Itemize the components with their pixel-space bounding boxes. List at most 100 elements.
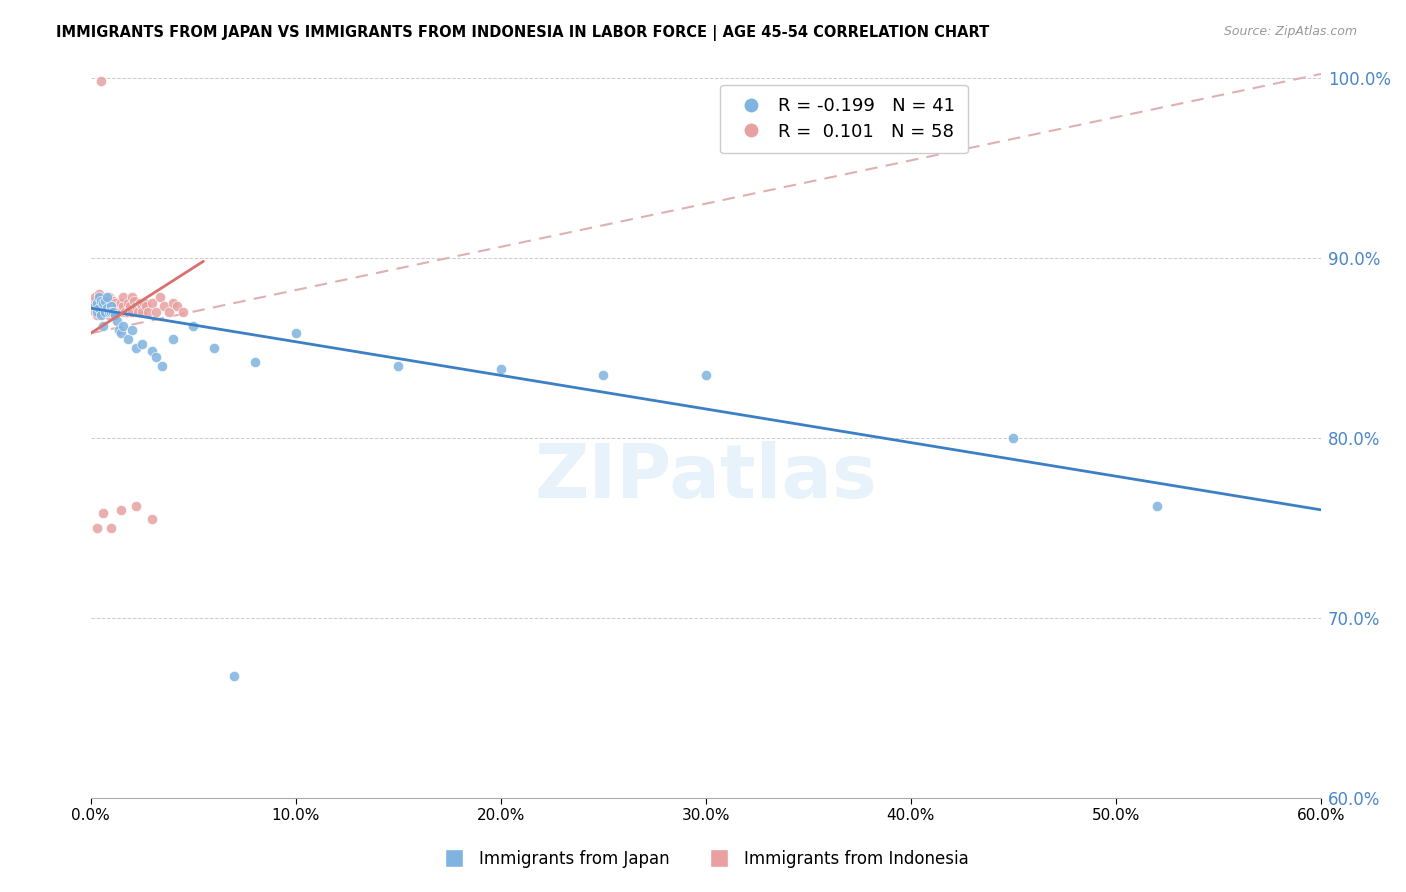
Point <box>86 304 108 318</box>
Point <box>90 308 112 322</box>
Point <box>105 314 128 328</box>
Point <box>87 290 110 304</box>
Point <box>86 308 108 322</box>
Point <box>131 304 153 318</box>
Point <box>149 290 172 304</box>
Point <box>181 319 204 334</box>
Point <box>91 319 114 334</box>
Point <box>387 359 409 373</box>
Point <box>94 293 117 308</box>
Point <box>131 299 153 313</box>
Legend: Immigrants from Japan, Immigrants from Indonesia: Immigrants from Japan, Immigrants from I… <box>430 844 976 875</box>
Point <box>128 295 150 310</box>
Point <box>108 323 131 337</box>
Point <box>114 304 136 318</box>
Point <box>202 341 225 355</box>
Point <box>96 304 118 318</box>
Point <box>96 301 118 315</box>
Point <box>100 299 122 313</box>
Point <box>125 341 148 355</box>
Point <box>145 304 167 318</box>
Text: IMMIGRANTS FROM JAPAN VS IMMIGRANTS FROM INDONESIA IN LABOR FORCE | AGE 45-54 CO: IMMIGRANTS FROM JAPAN VS IMMIGRANTS FROM… <box>56 25 990 41</box>
Point <box>101 293 124 308</box>
Point <box>110 503 132 517</box>
Point <box>136 304 159 318</box>
Point <box>112 290 135 304</box>
Point <box>141 295 163 310</box>
Point <box>284 326 307 341</box>
Point <box>82 295 104 310</box>
Point <box>87 304 110 318</box>
Point <box>141 512 163 526</box>
Text: Source: ZipAtlas.com: Source: ZipAtlas.com <box>1223 25 1357 38</box>
Point <box>100 521 122 535</box>
Point <box>135 299 157 313</box>
Point <box>96 299 118 313</box>
Point <box>112 299 135 313</box>
Point <box>162 295 184 310</box>
Point <box>117 332 139 346</box>
Point <box>91 295 114 310</box>
Point <box>110 326 132 341</box>
Point <box>87 286 110 301</box>
Point <box>1146 500 1168 514</box>
Point <box>162 332 184 346</box>
Text: ZIPatlas: ZIPatlas <box>534 441 877 514</box>
Point <box>86 295 108 310</box>
Point <box>100 304 122 318</box>
Point <box>83 290 105 304</box>
Point <box>98 304 121 318</box>
Point <box>90 293 112 308</box>
Point <box>121 323 143 337</box>
Point <box>695 368 717 382</box>
Point <box>90 293 112 308</box>
Point <box>91 507 114 521</box>
Point <box>592 368 614 382</box>
Point <box>98 290 121 304</box>
Point <box>104 295 127 310</box>
Point <box>117 295 139 310</box>
Point <box>121 304 143 318</box>
Point <box>91 295 114 310</box>
Legend: R = -0.199   N = 41, R =  0.101   N = 58: R = -0.199 N = 41, R = 0.101 N = 58 <box>720 85 967 153</box>
Point <box>86 521 108 535</box>
Point <box>87 301 110 315</box>
Point <box>101 304 124 318</box>
Point <box>125 299 148 313</box>
Point <box>94 293 117 308</box>
Point <box>489 362 512 376</box>
Point <box>100 304 122 318</box>
Point <box>131 337 153 351</box>
Point <box>105 299 128 313</box>
Point <box>141 344 163 359</box>
Point <box>145 350 167 364</box>
Point <box>1002 431 1025 445</box>
Point <box>125 500 148 514</box>
Point <box>104 308 127 322</box>
Point <box>112 319 135 334</box>
Point <box>150 359 173 373</box>
Point <box>153 299 176 313</box>
Point <box>132 295 155 310</box>
Point <box>100 295 122 310</box>
Point <box>90 74 112 88</box>
Point <box>94 304 117 318</box>
Point <box>243 355 266 369</box>
Point <box>86 299 108 313</box>
Point <box>224 668 246 682</box>
Point <box>110 295 132 310</box>
Point <box>117 304 139 318</box>
Point <box>108 304 131 318</box>
Point <box>121 290 143 304</box>
Point <box>83 299 105 313</box>
Point <box>110 304 132 318</box>
Point <box>104 304 127 318</box>
Point <box>101 299 124 313</box>
Point <box>118 299 141 313</box>
Point <box>91 301 114 315</box>
Point <box>98 308 121 322</box>
Point <box>94 304 117 318</box>
Point <box>157 304 180 318</box>
Point <box>122 293 145 308</box>
Point <box>166 299 188 313</box>
